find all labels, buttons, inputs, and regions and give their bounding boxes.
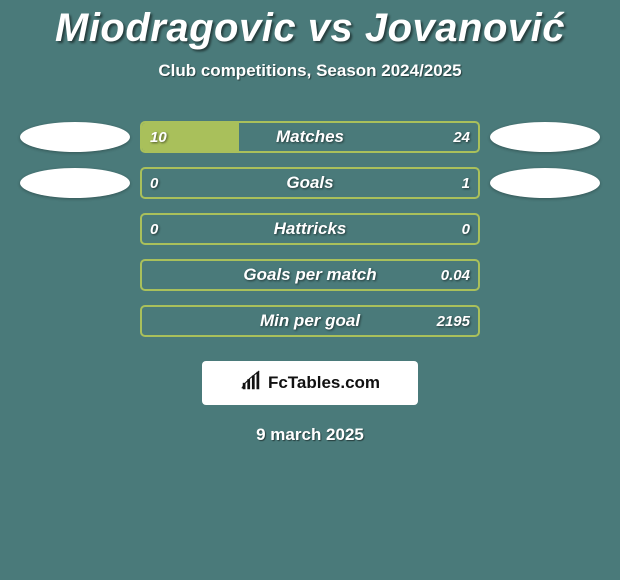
stat-label: Goals xyxy=(142,169,478,197)
left-disc xyxy=(20,214,130,244)
page-title: Miodragovic vs Jovanović xyxy=(0,6,620,51)
stat-rows: 1024Matches 01Goals 00Hattricks 0.04Goals p… xyxy=(0,121,620,337)
stat-bar: 00Hattricks xyxy=(140,213,480,245)
player-right-name: Jovanović xyxy=(365,6,565,50)
stat-row: 1024Matches xyxy=(0,121,620,153)
stat-label: Hattricks xyxy=(142,215,478,243)
brand-text: FcTables.com xyxy=(268,373,380,393)
footer-date: 9 march 2025 xyxy=(0,425,620,445)
left-disc xyxy=(20,168,130,198)
stat-row: 0.04Goals per match xyxy=(0,259,620,291)
stat-row: 01Goals xyxy=(0,167,620,199)
right-disc xyxy=(490,260,600,290)
bar-chart-icon xyxy=(240,370,262,397)
left-disc xyxy=(20,260,130,290)
brand-badge[interactable]: FcTables.com xyxy=(202,361,418,405)
right-disc xyxy=(490,306,600,336)
right-disc xyxy=(490,122,600,152)
right-disc xyxy=(490,168,600,198)
subtitle: Club competitions, Season 2024/2025 xyxy=(0,61,620,81)
right-disc xyxy=(490,214,600,244)
stat-row: 00Hattricks xyxy=(0,213,620,245)
stat-row: 2195Min per goal xyxy=(0,305,620,337)
stat-bar: 0.04Goals per match xyxy=(140,259,480,291)
player-left-name: Miodragovic xyxy=(55,6,296,50)
stat-label: Matches xyxy=(142,123,478,151)
left-disc xyxy=(20,122,130,152)
stat-bar: 1024Matches xyxy=(140,121,480,153)
stat-bar: 2195Min per goal xyxy=(140,305,480,337)
stat-label: Min per goal xyxy=(142,307,478,335)
title-vs: vs xyxy=(308,6,354,50)
stat-bar: 01Goals xyxy=(140,167,480,199)
left-disc xyxy=(20,306,130,336)
comparison-card: Miodragovic vs Jovanović Club competitio… xyxy=(0,0,620,445)
stat-label: Goals per match xyxy=(142,261,478,289)
